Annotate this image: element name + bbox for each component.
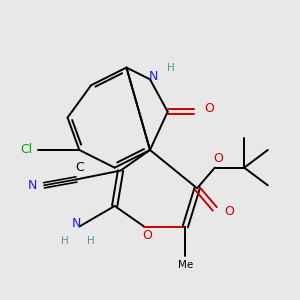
Text: O: O <box>225 205 234 218</box>
Text: Cl: Cl <box>20 143 32 157</box>
Text: H: H <box>61 236 68 246</box>
Text: H: H <box>167 63 175 73</box>
Text: N: N <box>148 70 158 83</box>
Text: Me: Me <box>178 260 193 270</box>
Text: N: N <box>72 217 81 230</box>
Text: O: O <box>142 229 152 242</box>
Text: O: O <box>213 152 223 165</box>
Text: O: O <box>204 102 214 115</box>
Text: N: N <box>28 179 37 192</box>
Text: H: H <box>87 236 95 246</box>
Text: C: C <box>75 161 84 174</box>
